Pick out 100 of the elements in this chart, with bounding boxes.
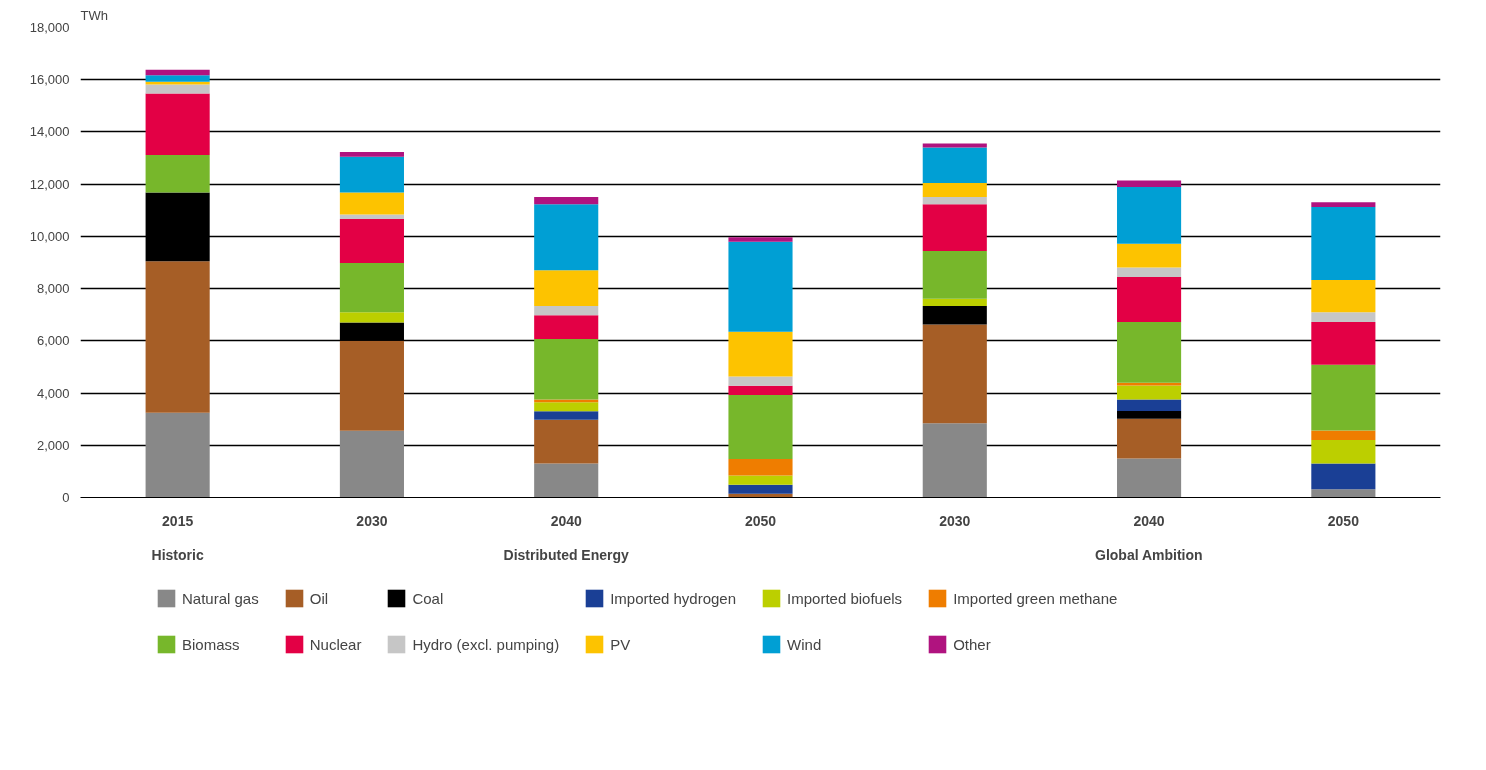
bar [728, 237, 793, 242]
bar [145, 412, 210, 498]
bar [1117, 187, 1182, 244]
legend-label: Other [953, 635, 991, 653]
text: Global Ambition [1095, 546, 1203, 563]
bar [1117, 243, 1182, 268]
bar [1117, 385, 1182, 400]
bar [922, 143, 987, 148]
bar [1117, 458, 1182, 498]
legend-label: Imported green methane [953, 589, 1118, 607]
bar [534, 306, 599, 316]
y-axis-title: TWh [80, 7, 108, 23]
legend-label: Hydro (excl. pumping) [412, 635, 560, 653]
y-tick-label: 10,000 [29, 228, 70, 244]
bar [339, 192, 404, 215]
x-tick-label: 2015 [162, 512, 194, 529]
bar [728, 241, 793, 332]
bar [728, 376, 793, 386]
bar [922, 251, 987, 299]
x-tick-label: 2030 [939, 512, 971, 529]
bar [339, 312, 404, 323]
bar [1311, 364, 1376, 431]
bar [1311, 489, 1376, 498]
legend-label: Oil [309, 589, 330, 607]
y-tick-label: 2,000 [36, 437, 70, 453]
bar [1311, 440, 1376, 464]
bar [728, 459, 793, 476]
bar [145, 261, 210, 413]
bar [339, 322, 404, 341]
bar [145, 84, 210, 94]
bar [1311, 206, 1376, 280]
bar [922, 423, 987, 498]
legend-label: Natural gas [182, 589, 259, 607]
y-tick-label: 12,000 [29, 176, 70, 192]
bar [1311, 279, 1376, 313]
bar [1311, 312, 1376, 323]
bar [1117, 411, 1182, 419]
bar [534, 315, 599, 340]
bar [339, 263, 404, 313]
bar [922, 147, 987, 184]
bar [145, 192, 210, 262]
y-tick-label: 0 [62, 490, 70, 505]
bar [145, 75, 210, 82]
bar [1117, 267, 1182, 278]
bar [145, 69, 210, 76]
bar [922, 324, 987, 424]
bar [339, 340, 404, 431]
legend-label: Imported hydrogen [610, 589, 737, 607]
bar [534, 402, 599, 412]
legend-label: Nuclear [309, 635, 362, 653]
bar [1311, 202, 1376, 207]
y-tick-label: 6,000 [36, 333, 70, 349]
bar [339, 214, 404, 219]
bar [534, 270, 599, 307]
bar [1117, 418, 1182, 459]
bar [534, 204, 599, 271]
y-tick-label: 14,000 [29, 124, 70, 140]
bar [728, 394, 793, 460]
bar [1117, 277, 1182, 323]
y-tick-label: 8,000 [36, 281, 70, 297]
x-tick-label: 2050 [744, 512, 777, 529]
bar [728, 385, 793, 395]
y-tick-label: 4,000 [36, 385, 70, 401]
bar [922, 204, 987, 252]
y-tick-label: 16,000 [29, 72, 70, 88]
bar [339, 430, 404, 498]
bar [145, 93, 210, 155]
bar [1311, 322, 1376, 365]
legend-label: Coal [412, 589, 444, 607]
legend-label: Wind [787, 635, 822, 653]
bar [534, 196, 599, 205]
bar [922, 196, 987, 205]
x-tick-label: 2030 [356, 512, 388, 529]
bar [1117, 322, 1182, 383]
x-tick-label: 2050 [1327, 512, 1360, 529]
bar [339, 156, 404, 193]
x-tick-label: 2040 [1133, 512, 1165, 529]
bar [534, 463, 599, 498]
bar [728, 475, 793, 485]
bar [145, 154, 210, 193]
bar [728, 484, 793, 494]
bar [534, 339, 599, 400]
bar [1117, 180, 1182, 188]
bar [339, 152, 404, 157]
bar [922, 183, 987, 197]
bar [1311, 430, 1376, 441]
bar [534, 411, 599, 420]
x-tick-label: 2040 [550, 512, 582, 529]
bar [339, 218, 404, 264]
bar [534, 419, 599, 464]
legend-label: Imported biofuels [787, 589, 903, 607]
bar [922, 298, 987, 307]
bar [1311, 463, 1376, 490]
legend-label: PV [610, 635, 631, 653]
text: Distributed Energy [503, 546, 630, 563]
y-tick-label: 18,000 [29, 20, 70, 35]
legend-label: Biomass [182, 635, 240, 653]
bar [922, 306, 987, 325]
bar [1117, 399, 1182, 412]
text: Historic [151, 546, 204, 563]
